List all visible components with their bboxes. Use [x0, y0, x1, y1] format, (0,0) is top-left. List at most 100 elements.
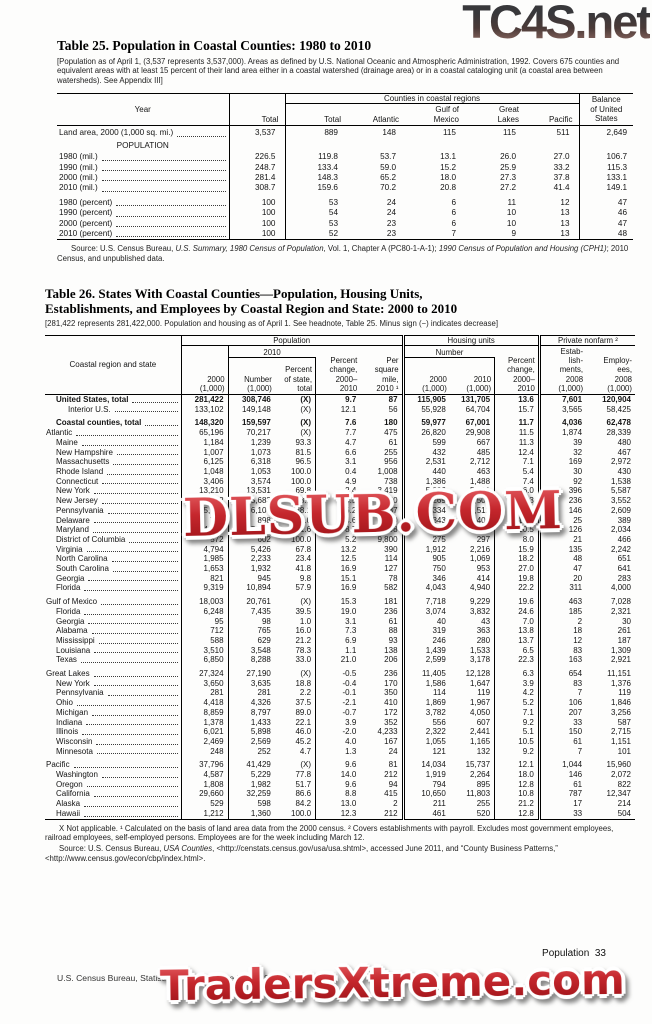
cell-value: 463: [449, 466, 496, 477]
table26-header-private-group: Private nonfarm ²: [539, 335, 635, 347]
row-label: Gulf of Mexico: [45, 593, 182, 607]
cell-value: (X): [274, 665, 317, 679]
cell-value: 146: [568, 770, 583, 780]
cell-value: 135: [568, 544, 583, 554]
cell-value: 1,846: [610, 698, 631, 708]
row-label: Massachusetts: [45, 457, 182, 467]
cell-value: 281: [257, 688, 271, 698]
cell-value: 1,985: [181, 554, 229, 565]
table-row: Georgia 821 945 9.8 15.1 78 346 414 19.8 20 283: [45, 573, 635, 584]
cell-value: 40: [436, 616, 446, 626]
cell-value: 5,587: [610, 486, 631, 496]
cell-value: 236: [360, 665, 405, 679]
table25-header-year: Year: [57, 93, 230, 126]
table26-header-stub: Coastal region and state: [45, 335, 182, 395]
row-label: Florida: [45, 606, 182, 617]
cell-value: 1,378: [181, 717, 229, 728]
cell-value: 1,151: [610, 736, 631, 746]
cell-value: 18.8: [274, 678, 317, 689]
cell-value: 2,649: [606, 128, 628, 138]
cell-value: 33.2: [525, 162, 580, 174]
cell-value: 2,599: [425, 655, 446, 665]
cell-value: 24: [360, 746, 405, 757]
cell-value: 1,044: [562, 760, 583, 770]
cell-value: 59.0: [380, 162, 396, 172]
row-label: Illinois: [45, 727, 182, 737]
cell-value: 4,794: [181, 544, 229, 555]
cell-value: 1,376: [610, 678, 631, 688]
cell-value: 55,928: [421, 404, 446, 414]
row-label: New Hampshire: [45, 447, 182, 458]
cell-value: 21: [573, 534, 583, 544]
cell-value: 23: [386, 229, 396, 239]
cell-value: 100.0: [274, 534, 317, 545]
cell-value: 138: [360, 645, 405, 656]
cell-value: 26,820: [421, 428, 446, 438]
table26-header-h2010: 2010 (1,000): [449, 357, 496, 395]
cell-value: 4,940: [449, 583, 496, 594]
table-row: Maine 1,184 1,239 93.3 4.7 61 599 667 11.3 39 480: [45, 437, 635, 448]
cell-value: 16.0: [274, 626, 317, 636]
cell-value: 787: [568, 789, 583, 799]
cell-value: 12.3: [340, 808, 357, 818]
cell-value: 641: [617, 564, 631, 574]
row-label: Florida: [45, 583, 182, 594]
table26-body: United States, total 281,422 308,746 (X) 9.7…: [45, 394, 635, 820]
cell-value: 410: [360, 698, 405, 708]
cell-value: 11: [507, 197, 517, 207]
cell-value: 115: [442, 128, 456, 138]
table25-title: Table 25. Population in Coastal Counties…: [57, 38, 372, 53]
cell-value: 32: [573, 447, 583, 457]
row-label: Mississippi: [45, 635, 182, 646]
cell-value: 430: [617, 466, 631, 476]
cell-value: 2.4: [345, 486, 357, 496]
cell-value: 212: [360, 770, 405, 780]
table-row: 1990 (percent) 100 54 24 6 10 13 46: [57, 208, 633, 219]
cell-value: 467: [617, 447, 631, 457]
cell-value: 212: [360, 808, 405, 820]
cell-value: 62,478: [606, 418, 631, 428]
cell-value: 54: [328, 208, 338, 218]
cell-value: 52: [328, 229, 338, 239]
cell-value: (X): [274, 404, 317, 415]
cell-value: 10.5: [494, 525, 541, 535]
cell-value: 1.1: [345, 645, 357, 655]
cell-value: 1,808: [181, 779, 229, 790]
table-row: Indiana 1,378 1,433 22.1 3.9 352 556 607 9.2 33 58…: [45, 717, 635, 728]
cell-value: 1,184: [181, 437, 229, 448]
cell-value: -2.0: [342, 727, 357, 737]
cell-value: 146: [568, 505, 583, 515]
table25-header-col-lakes: Great Lakes: [497, 105, 519, 124]
row-label: Georgia: [45, 616, 182, 627]
cell-value: 5,288: [250, 525, 271, 535]
cell-value: 3,832: [449, 606, 496, 617]
table-row: Florida 9,319 10,894 57.9 16.9 582 4,043 4,940 2…: [45, 583, 635, 594]
cell-value: 13.2: [340, 544, 357, 554]
cell-value: 17: [573, 799, 583, 809]
cell-value: 520: [449, 808, 496, 820]
cell-value: 13.7: [494, 635, 541, 646]
cell-value: 587: [617, 717, 631, 727]
cell-value: 207: [568, 707, 583, 717]
cell-value: 2,233: [250, 554, 271, 564]
table25-section: Table 25. Population in Coastal Counties…: [57, 38, 634, 264]
cell-value: 11.3: [494, 437, 541, 448]
cell-value: 3,419: [360, 486, 405, 497]
table-row: Wisconsin 2,469 2,569 45.2 4.0 167 1,055 1,165 1…: [45, 736, 635, 747]
cell-value: 7: [577, 746, 583, 756]
cell-value: 7.7: [345, 428, 357, 438]
cell-value: 47: [617, 197, 628, 207]
cell-value: 100: [229, 218, 286, 230]
cell-value: 81.5: [274, 447, 317, 458]
cell-value: 26.0: [500, 152, 516, 162]
table26-header-2010-group: 2010: [228, 345, 316, 359]
cell-value: 115: [502, 128, 516, 138]
cell-value: 504: [617, 808, 631, 818]
cell-value: 319: [432, 626, 446, 636]
cell-value: 1,360: [250, 808, 271, 818]
cell-value: 4.2: [494, 688, 541, 699]
table25-header-total: Total: [229, 93, 286, 126]
row-label: Oregon: [45, 779, 182, 790]
cell-value: 83: [573, 645, 583, 655]
